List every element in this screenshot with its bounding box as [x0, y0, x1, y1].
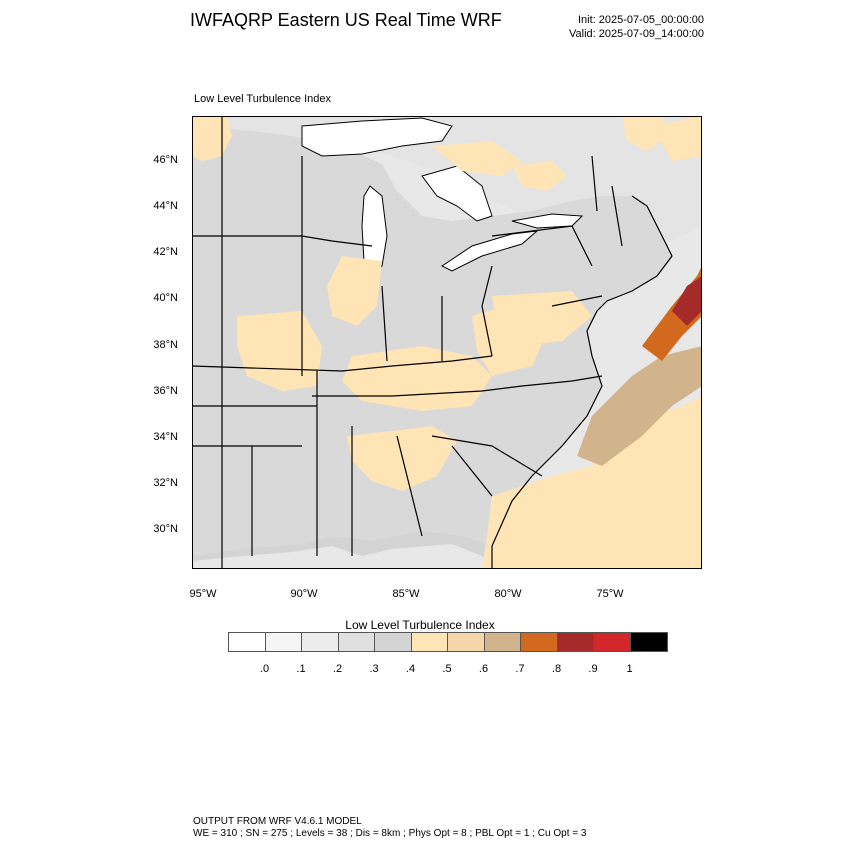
colorbar-tick-label: 1 — [626, 663, 633, 675]
lon-label: 85°W — [392, 588, 420, 600]
init-time: Init: 2025-07-05_00:00:00 — [578, 14, 704, 26]
colorbar-swatch — [594, 633, 631, 651]
lake-superior — [301, 117, 453, 157]
colorbar-swatch — [302, 633, 339, 651]
turbulence-070 — [577, 346, 702, 466]
colorbar-swatch — [411, 633, 448, 651]
lat-label: 42°N — [153, 246, 178, 258]
lat-label: 44°N — [153, 200, 178, 212]
lat-label: 34°N — [153, 431, 178, 443]
lon-label: 95°W — [189, 588, 217, 600]
turbulence-map — [192, 116, 702, 569]
atlantic-coastline — [491, 195, 673, 569]
colorbar-tick-label: .8 — [551, 663, 562, 675]
colorbar-tick-label: .0 — [259, 663, 270, 675]
page-title: IWFAQRP Eastern US Real Time WRF — [190, 10, 502, 30]
colorbar-tick-label: .2 — [332, 663, 343, 675]
lake-erie — [441, 230, 539, 272]
colorbar — [228, 632, 668, 652]
lon-label: 80°W — [494, 588, 522, 600]
model-info: OUTPUT FROM WRF V4.6.1 MODEL — [193, 816, 362, 827]
lon-label: 75°W — [596, 588, 624, 600]
lat-label: 32°N — [153, 477, 178, 489]
colorbar-swatch — [265, 633, 302, 651]
colorbar-swatch — [375, 633, 412, 651]
turbulence-050 — [192, 116, 702, 569]
colorbar-tick-label: .9 — [588, 663, 598, 675]
lat-label: 46°N — [153, 154, 178, 166]
map-subtitle: Low Level Turbulence Index — [194, 93, 331, 105]
colorbar-tick-label: .1 — [296, 663, 306, 675]
model-settings: WE = 310 ; SN = 275 ; Levels = 38 ; Dis … — [193, 828, 587, 839]
lat-label: 38°N — [153, 339, 178, 351]
colorbar-tick-label: .7 — [515, 663, 525, 675]
colorbar-tick-label: .5 — [442, 663, 452, 675]
valid-time: Valid: 2025-07-09_14:00:00 — [569, 28, 704, 40]
turbulence-090 — [672, 276, 702, 326]
lon-label: 90°W — [290, 588, 318, 600]
gulf-water — [192, 544, 492, 569]
colorbar-swatch — [229, 633, 266, 651]
colorbar-tick-label: .4 — [405, 663, 416, 675]
lat-label: 30°N — [153, 523, 178, 535]
colorbar-tick-label: .3 — [369, 663, 379, 675]
colorbar-swatch — [521, 633, 558, 651]
colorbar-swatch — [338, 633, 375, 651]
colorbar-title: Low Level Turbulence Index — [345, 618, 495, 632]
lat-label: 40°N — [153, 292, 178, 304]
colorbar-tick-label: .6 — [478, 663, 489, 675]
colorbar-swatch — [557, 633, 594, 651]
colorbar-swatch — [484, 633, 521, 651]
state-borders — [192, 116, 623, 569]
map-frame — [192, 116, 702, 569]
colorbar-swatch — [630, 633, 667, 651]
lat-label: 36°N — [153, 385, 178, 397]
lake-ontario — [511, 213, 584, 229]
colorbar-swatch — [448, 633, 485, 651]
us-landmass — [192, 126, 672, 569]
